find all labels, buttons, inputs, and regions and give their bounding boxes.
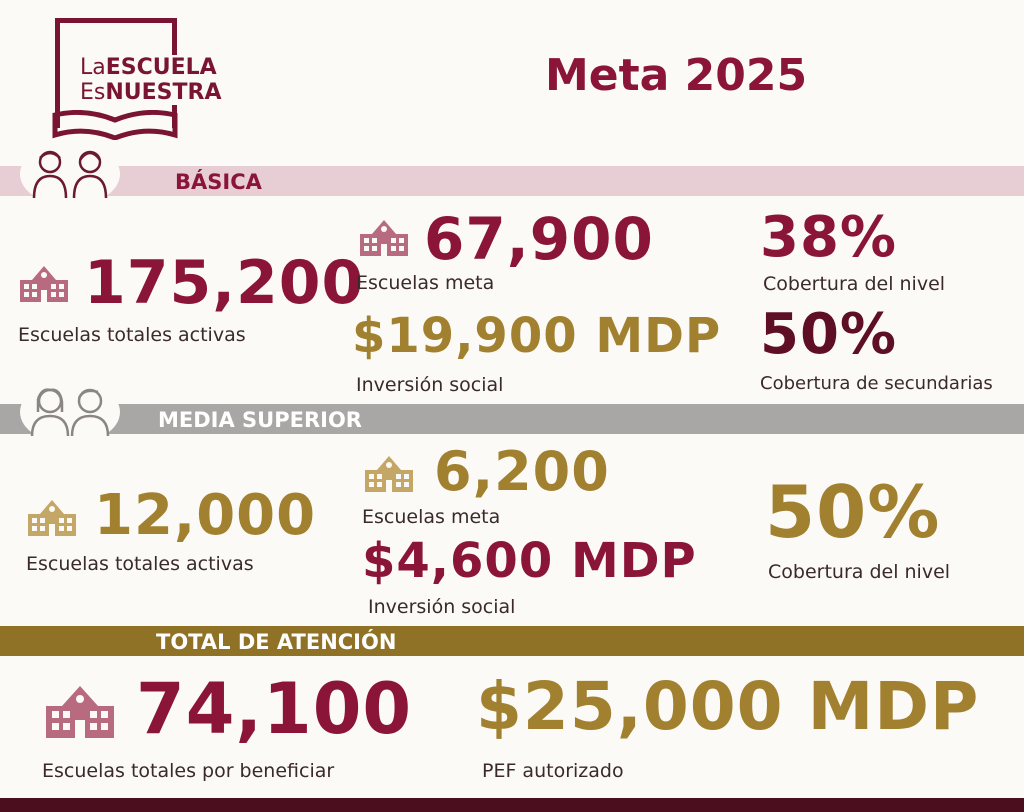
- media-superior-cobertura-label: Cobertura del nivel: [768, 561, 951, 583]
- media-superior-meta-value: 6,200: [434, 440, 610, 503]
- basica-total-label: Escuelas totales activas: [18, 324, 246, 346]
- media-superior-total-label: Escuelas totales activas: [26, 553, 254, 575]
- school-icon: [20, 266, 68, 302]
- basica-secundarias-value: 50%: [760, 302, 898, 367]
- logo-book-icon: [52, 110, 178, 140]
- page-title: Meta 2025: [545, 50, 808, 101]
- basica-section-label: BÁSICA: [175, 170, 262, 194]
- basica-band: [0, 166, 1024, 196]
- media-superior-total-value: 12,000: [94, 483, 317, 548]
- total-pef-label: PEF autorizado: [482, 760, 624, 782]
- students-icon: [30, 388, 110, 437]
- media-superior-cobertura-value: 50%: [765, 470, 941, 554]
- school-icon: [46, 686, 114, 738]
- basica-inversion-label: Inversión social: [356, 374, 504, 396]
- school-icon: [360, 220, 408, 256]
- total-section-label: TOTAL DE ATENCIÓN: [156, 630, 397, 654]
- footer-bar: [0, 798, 1024, 812]
- total-escuelas-value: 74,100: [136, 668, 413, 750]
- children-icon: [32, 150, 108, 199]
- total-band: [0, 626, 1024, 656]
- basica-inversion-value: $19,900 MDP: [352, 308, 722, 364]
- logo-text: LaESCUELA EsNUESTRA: [80, 55, 226, 105]
- basica-cobertura-value: 38%: [760, 205, 898, 270]
- school-icon: [28, 500, 76, 536]
- total-pef-value: $25,000 MDP: [476, 668, 980, 745]
- media-superior-inversion-value: $4,600 MDP: [362, 533, 697, 589]
- basica-meta-label: Escuelas meta: [356, 272, 495, 294]
- school-icon: [365, 456, 413, 492]
- media-superior-meta-label: Escuelas meta: [362, 506, 501, 528]
- media-superior-section-label: MEDIA SUPERIOR: [158, 408, 362, 432]
- basica-cobertura-label: Cobertura del nivel: [763, 273, 946, 295]
- basica-meta-value: 67,900: [424, 205, 654, 273]
- total-escuelas-label: Escuelas totales por beneficiar: [42, 760, 335, 782]
- basica-total-value: 175,200: [84, 248, 365, 318]
- media-superior-band: [0, 404, 1024, 434]
- basica-secundarias-label: Cobertura de secundarias: [760, 373, 993, 394]
- media-superior-inversion-label: Inversión social: [368, 596, 516, 618]
- basica-icon-bg: [20, 142, 120, 206]
- media-superior-icon-bg: [20, 380, 120, 444]
